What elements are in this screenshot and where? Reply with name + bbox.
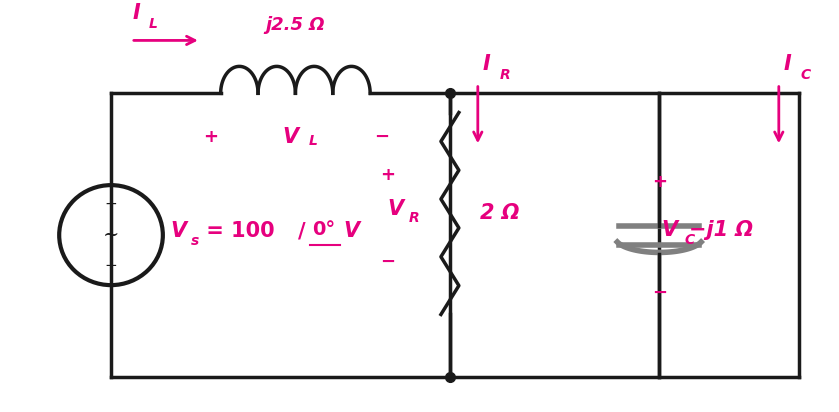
Text: I: I xyxy=(482,54,491,74)
Text: I: I xyxy=(784,54,791,74)
Text: V: V xyxy=(171,221,187,241)
Text: C: C xyxy=(684,233,694,247)
Text: L: L xyxy=(149,17,158,31)
Text: 2 Ω: 2 Ω xyxy=(480,204,519,223)
Text: /: / xyxy=(299,221,306,241)
Text: R: R xyxy=(409,211,420,225)
Text: +: + xyxy=(652,173,667,191)
Text: I: I xyxy=(132,3,140,23)
Text: V: V xyxy=(661,220,677,240)
Text: +: + xyxy=(381,166,396,184)
Text: −: − xyxy=(374,128,389,145)
Text: = 100: = 100 xyxy=(199,221,274,241)
Text: L: L xyxy=(309,134,318,148)
Text: −j1 Ω: −j1 Ω xyxy=(689,220,753,240)
Text: V: V xyxy=(387,199,404,219)
Text: R: R xyxy=(500,68,510,82)
Text: −: − xyxy=(381,253,396,271)
Text: j2.5 Ω: j2.5 Ω xyxy=(266,16,326,34)
Text: 0°: 0° xyxy=(312,220,336,239)
Text: −: − xyxy=(105,258,117,274)
Text: s: s xyxy=(190,234,199,248)
Text: ~: ~ xyxy=(103,226,119,244)
Text: −: − xyxy=(652,284,667,302)
Text: V: V xyxy=(343,221,359,241)
Text: +: + xyxy=(105,197,117,212)
Text: C: C xyxy=(800,68,810,82)
Text: V: V xyxy=(283,126,299,147)
Text: +: + xyxy=(203,128,218,145)
